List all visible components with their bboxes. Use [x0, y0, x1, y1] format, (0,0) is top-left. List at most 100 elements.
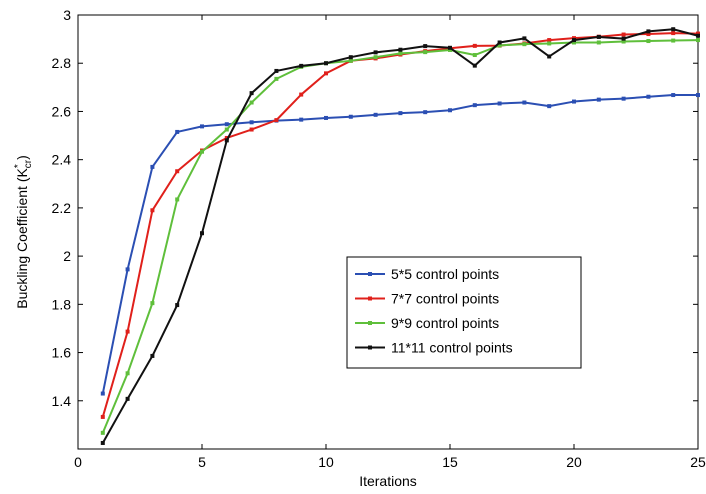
data-point [423, 50, 428, 55]
data-point [671, 38, 676, 43]
data-point [621, 39, 626, 44]
x-tick-label: 20 [566, 454, 582, 470]
data-point [547, 41, 552, 46]
data-point [224, 135, 229, 140]
data-point [100, 430, 105, 435]
series-layer [100, 27, 700, 445]
data-point [448, 45, 452, 50]
data-point [671, 27, 676, 32]
legend-label: 7*7 control points [391, 291, 499, 307]
x-axis-label: Iterations [359, 473, 417, 489]
data-point [299, 92, 304, 97]
legend-item: 7*7 control points [355, 291, 499, 307]
data-point [547, 104, 552, 109]
data-point [125, 329, 130, 334]
data-point [249, 120, 254, 125]
data-point [224, 127, 229, 132]
x-axis: 0 5 10 15 20 25 [74, 15, 706, 470]
data-point [572, 99, 576, 104]
data-point [200, 149, 204, 154]
data-point [249, 91, 254, 96]
data-point [398, 47, 403, 52]
x-tick-label: 0 [74, 454, 82, 470]
data-point [274, 76, 279, 81]
y-tick-label: 3 [63, 7, 71, 23]
data-point [646, 94, 651, 99]
data-point [472, 63, 477, 68]
data-point [696, 38, 700, 43]
data-point [373, 112, 378, 117]
data-point [324, 115, 328, 120]
legend-label: 9*9 control points [391, 315, 499, 331]
data-point [373, 50, 378, 55]
data-point [646, 29, 651, 34]
data-point [348, 55, 353, 60]
data-point [175, 129, 180, 134]
x-tick-label: 15 [442, 454, 458, 470]
data-point [274, 68, 279, 73]
data-point [150, 353, 155, 358]
legend-box [346, 256, 582, 369]
y-tick-label: 1.6 [52, 345, 72, 361]
data-point [175, 169, 180, 174]
data-point [696, 33, 700, 38]
data-point [299, 63, 304, 68]
data-point [621, 96, 626, 101]
data-point [348, 114, 353, 119]
legend-label: 11*11 control points [391, 340, 513, 356]
legend-item: 11*11 control points [355, 340, 513, 356]
legend-marker [368, 345, 372, 350]
legend: 5*5 control points 7*7 control points 9*9 … [346, 256, 582, 369]
data-point [150, 208, 155, 213]
data-point [423, 44, 428, 49]
y-axis-label-close: ) [14, 155, 30, 160]
data-point [423, 110, 428, 115]
data-point [448, 47, 452, 52]
data-point [522, 100, 527, 105]
plot-area [77, 14, 699, 450]
data-point [671, 31, 676, 36]
data-point [472, 53, 477, 58]
data-point [472, 43, 477, 48]
y-tick-label: 2.4 [52, 152, 72, 168]
data-point [150, 164, 155, 169]
data-point [596, 34, 601, 39]
legend-item: 9*9 control points [355, 315, 499, 331]
data-point [522, 36, 527, 41]
data-point [522, 42, 527, 47]
data-point [621, 36, 626, 41]
data-point [572, 38, 576, 43]
data-point [621, 32, 626, 37]
y-tick-label: 2.8 [52, 55, 72, 71]
data-point [100, 440, 105, 445]
y-axis-label-sup: * [13, 164, 24, 168]
legend-marker [368, 272, 372, 276]
data-point [696, 31, 700, 36]
y-tick-label: 1.4 [52, 393, 72, 409]
data-point [596, 40, 601, 45]
data-point [224, 122, 229, 127]
data-point [100, 391, 105, 396]
data-point [200, 231, 204, 236]
data-point [547, 54, 552, 59]
data-point [274, 118, 279, 123]
data-point [100, 414, 105, 419]
y-tick-label: 2 [63, 248, 71, 264]
data-point [249, 100, 254, 105]
data-point [299, 117, 304, 122]
data-point [125, 267, 130, 272]
y-axis-label-main: Buckling Coefficient (K [14, 168, 30, 309]
data-point [472, 103, 477, 108]
y-tick-label: 2.2 [52, 200, 72, 216]
x-tick-label: 25 [690, 454, 706, 470]
data-point [696, 93, 700, 98]
data-point [398, 51, 403, 56]
series-4 [100, 27, 700, 445]
x-tick-label: 5 [198, 454, 206, 470]
y-tick-label: 2.6 [52, 103, 72, 119]
data-point [497, 101, 502, 106]
data-point [398, 111, 403, 116]
y-axis-label-sub: cr [23, 159, 34, 168]
